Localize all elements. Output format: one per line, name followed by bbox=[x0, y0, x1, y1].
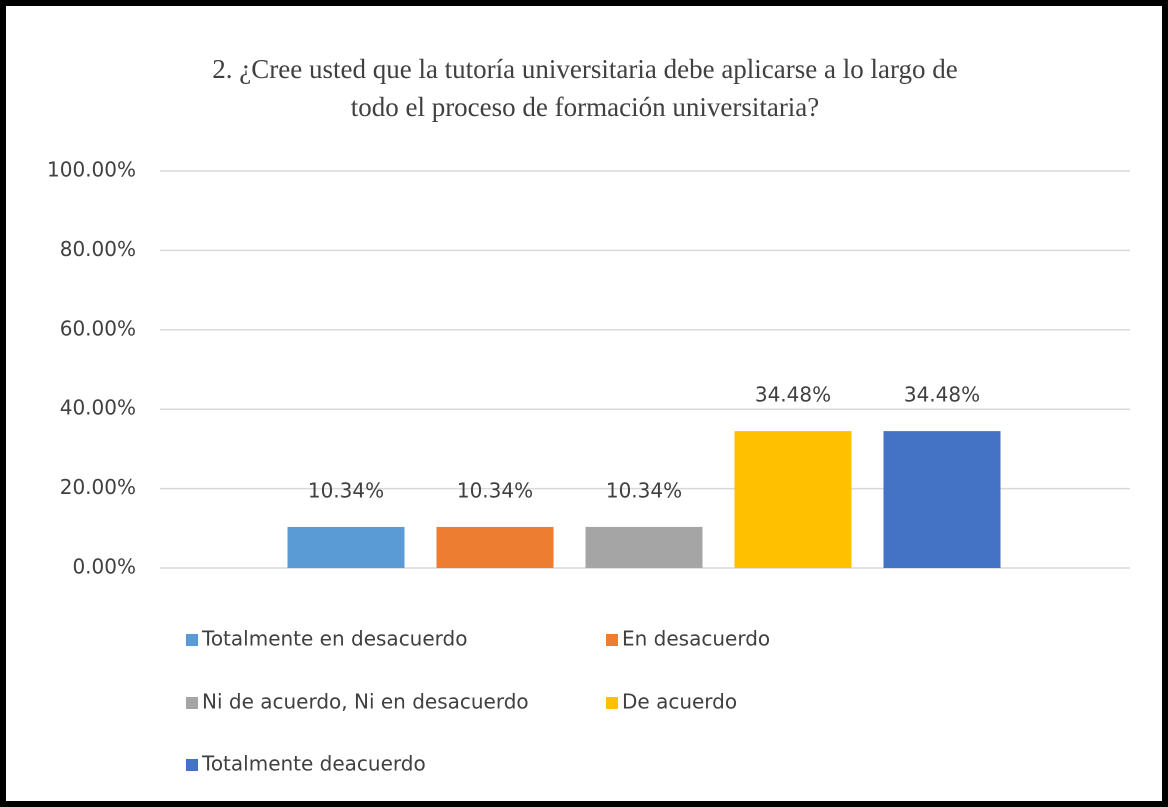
data-label: 34.48% bbox=[904, 383, 980, 407]
y-tick-label: 20.00% bbox=[60, 475, 136, 499]
legend-label: En desacuerdo bbox=[622, 627, 770, 651]
bar bbox=[883, 431, 1001, 568]
legend-swatch bbox=[606, 697, 618, 709]
y-tick-label: 0.00% bbox=[72, 555, 136, 579]
y-tick-label: 40.00% bbox=[60, 396, 136, 420]
chart-title: 2. ¿Cree usted que la tutoría universita… bbox=[212, 54, 957, 122]
bar bbox=[287, 526, 405, 568]
data-label: 10.34% bbox=[606, 478, 682, 502]
legend-swatch bbox=[186, 634, 198, 646]
y-tick-label: 60.00% bbox=[60, 316, 136, 340]
legend-label: Totalmente deacuerdo bbox=[201, 752, 426, 776]
bar bbox=[436, 526, 554, 568]
legend-label: Ni de acuerdo, Ni en desacuerdo bbox=[202, 690, 529, 714]
legend-swatch bbox=[186, 697, 198, 709]
legend-label: De acuerdo bbox=[622, 690, 737, 714]
y-tick-label: 100.00% bbox=[47, 158, 136, 182]
legend-label: Totalmente en desacuerdo bbox=[201, 627, 467, 651]
bar bbox=[734, 431, 852, 568]
bar bbox=[585, 526, 703, 568]
legend-swatch bbox=[186, 759, 198, 771]
data-label: 34.48% bbox=[755, 383, 831, 407]
y-tick-label: 80.00% bbox=[60, 237, 136, 261]
data-label: 10.34% bbox=[457, 478, 533, 502]
legend-swatch bbox=[606, 634, 618, 646]
data-label: 10.34% bbox=[308, 478, 384, 502]
